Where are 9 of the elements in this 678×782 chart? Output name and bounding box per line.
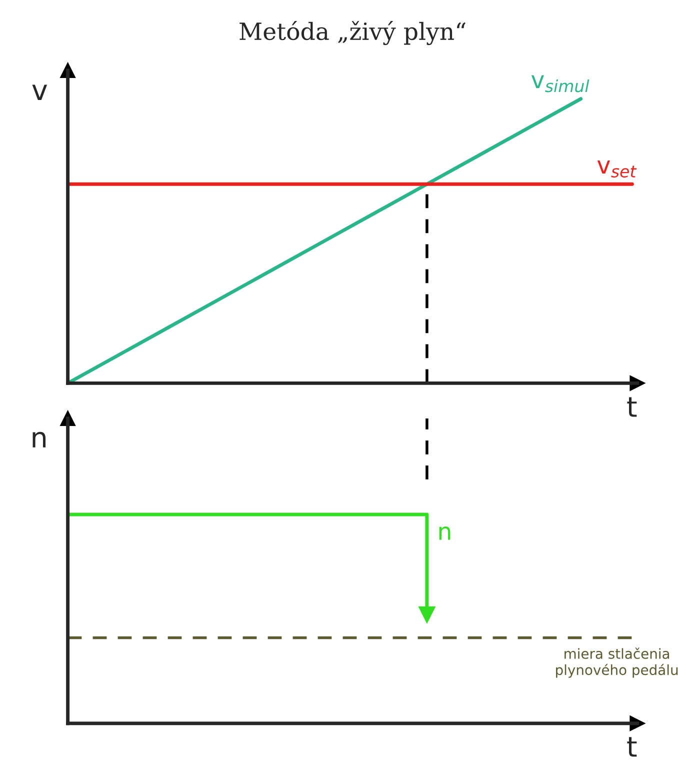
series-label: v$_{simul}$ [531, 75, 590, 92]
series-label: n [439, 526, 450, 540]
y-axis-title: v [32, 84, 48, 100]
x-axis-title: t [627, 397, 637, 417]
series-label: v$_{set}$ [597, 160, 637, 178]
ref-line-label: miera stlačenia plynového pedálu [556, 648, 678, 678]
chart-title: Metóda „živý plyn“ [240, 20, 466, 46]
y-axis-title: n [32, 432, 46, 448]
x-axis-title: t [627, 737, 637, 757]
